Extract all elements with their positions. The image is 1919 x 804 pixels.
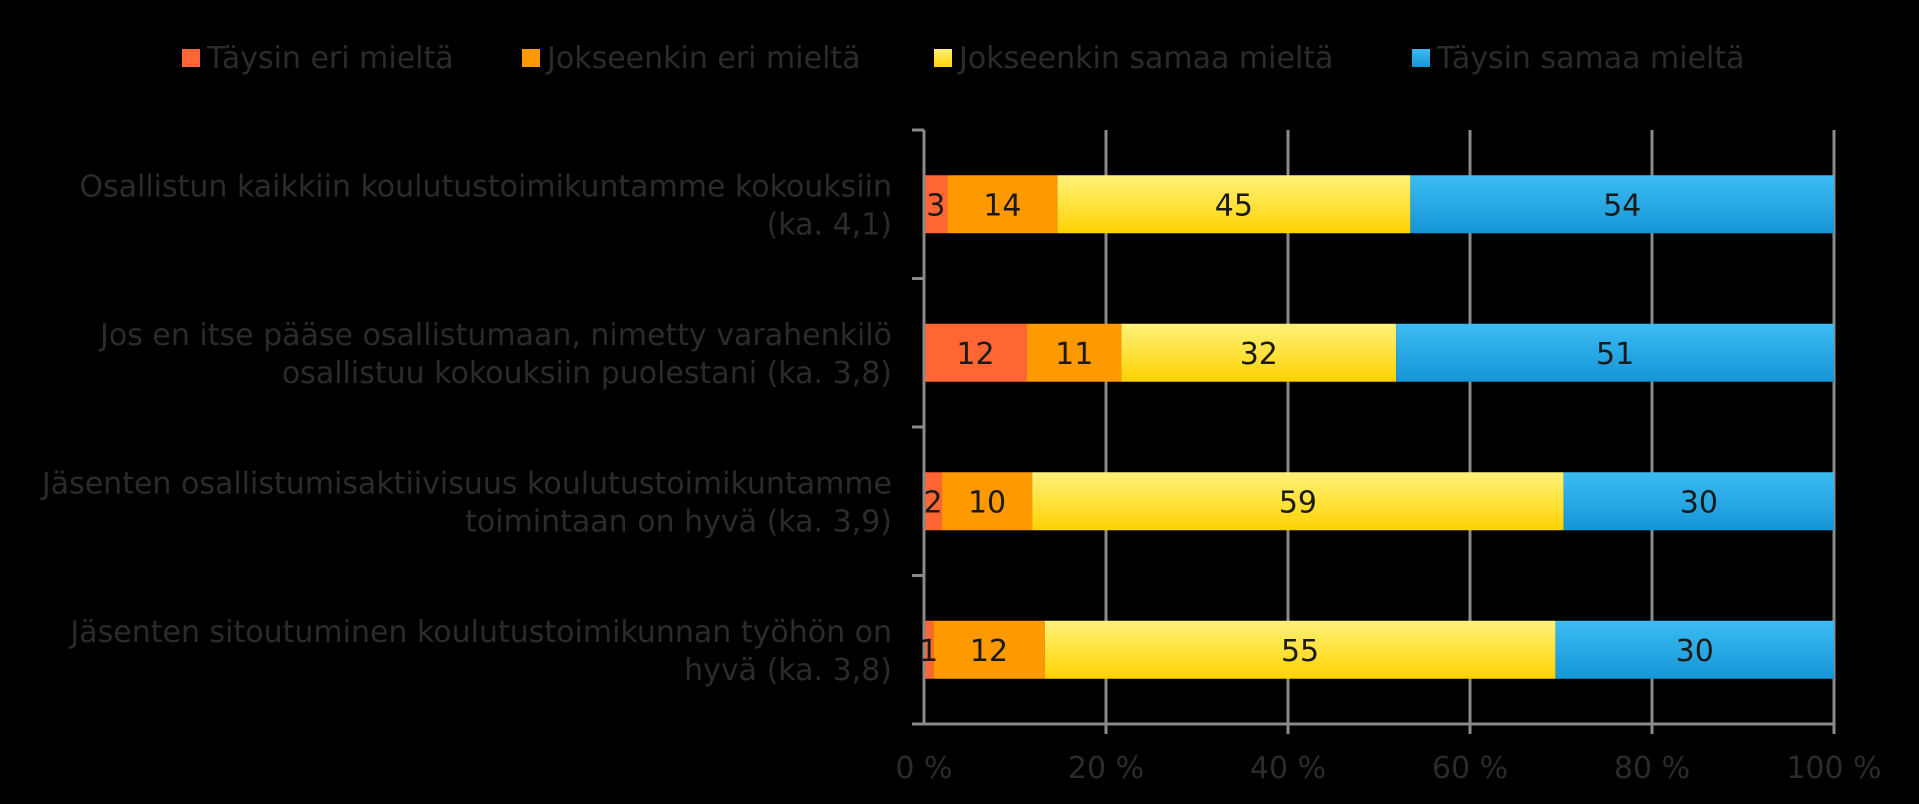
bar-segment	[924, 175, 948, 234]
bar-segment	[1057, 175, 1411, 234]
legend-item: Jokseenkin samaa mieltä	[934, 41, 1333, 76]
legend-item: Täysin eri mieltä	[182, 41, 454, 76]
data-label: 14	[983, 188, 1021, 223]
data-label: 12	[970, 634, 1008, 669]
category-label: Jäsenten osallistumisaktiivisuus koulutu…	[40, 466, 892, 539]
category-label: Jos en itse pääse osallistumaan, nimetty…	[98, 318, 892, 391]
bar-segment	[947, 175, 1058, 234]
x-tick-label: 20 %	[1068, 751, 1144, 786]
category-label: Jäsenten sitoutuminen koulutustoimikunna…	[68, 615, 892, 688]
legend-swatch	[522, 49, 540, 67]
data-label: 59	[1279, 485, 1317, 520]
bars	[924, 175, 1834, 679]
data-label: 10	[968, 485, 1006, 520]
bar-segment	[924, 472, 943, 531]
data-label: 11	[1055, 337, 1093, 372]
category-label: Osallistun kaikkiin koulutustoimikuntamm…	[79, 169, 892, 242]
data-label: 2	[923, 485, 942, 520]
x-tick-label: 80 %	[1614, 751, 1690, 786]
bar-segment	[1396, 323, 1834, 382]
bar-segment	[1555, 620, 1834, 679]
legend-item: Jokseenkin eri mieltä	[522, 41, 861, 76]
legend-swatch	[934, 49, 952, 67]
bar-segment	[924, 620, 934, 679]
legend: Täysin eri mieltä Jokseenkin eri mieltä Jo…	[182, 41, 1745, 76]
x-tick-label: 60 %	[1432, 751, 1508, 786]
data-label: 30	[1676, 634, 1714, 669]
axes	[912, 128, 1834, 726]
x-tick-label: 0 %	[895, 751, 952, 786]
bar-segment	[1027, 323, 1122, 382]
x-tick-label: 40 %	[1250, 751, 1326, 786]
data-label: 54	[1603, 188, 1641, 223]
bar-segment	[1410, 175, 1834, 234]
legend-swatch	[182, 49, 200, 67]
bar-segment	[1121, 323, 1397, 382]
data-label: 30	[1680, 485, 1718, 520]
legend-label: Täysin samaa mieltä	[1436, 41, 1745, 76]
data-label: 1	[919, 634, 938, 669]
data-label: 51	[1596, 337, 1634, 372]
data-label: 12	[956, 337, 994, 372]
legend-label: Jokseenkin samaa mieltä	[957, 41, 1333, 76]
legend-item: Täysin samaa mieltä	[1412, 41, 1745, 76]
data-label: 3	[926, 188, 945, 223]
legend-swatch	[1412, 49, 1430, 67]
legend-label: Jokseenkin eri mieltä	[545, 41, 861, 76]
bar-segment	[1563, 472, 1834, 531]
data-label: 55	[1281, 634, 1319, 669]
legend-label: Täysin eri mieltä	[206, 41, 454, 76]
bar-segment	[924, 323, 1028, 382]
labels: 0 % 20 % 40 % 60 % 80 % 100 % 3 14 45 54 Osallistu…	[40, 169, 1882, 786]
bar-segment	[933, 620, 1045, 679]
bar-segment	[1044, 620, 1556, 679]
data-label: 45	[1215, 188, 1253, 223]
bar-segment	[1032, 472, 1564, 531]
x-tick-label: 100 %	[1786, 751, 1881, 786]
data-label: 32	[1240, 337, 1278, 372]
bar-segment	[942, 472, 1033, 531]
